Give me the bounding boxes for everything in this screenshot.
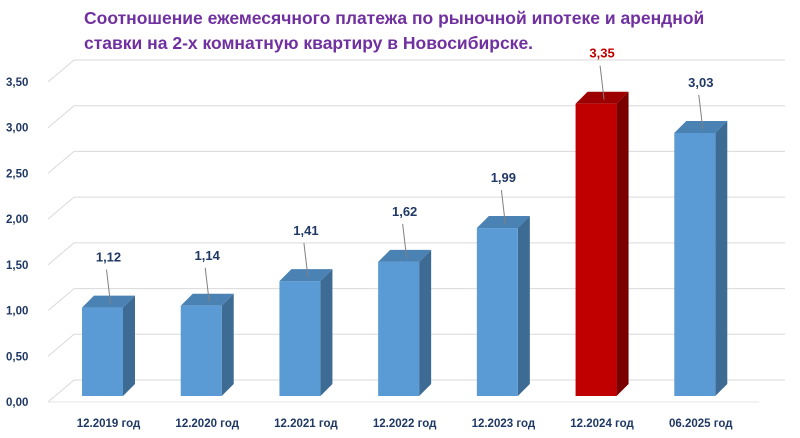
y-tick-label: 2,00 bbox=[6, 214, 28, 226]
gridline-diagonal bbox=[47, 379, 75, 403]
bar-side bbox=[123, 295, 135, 396]
x-tick-label: 06.2025 год bbox=[669, 418, 733, 430]
gridline-diagonal bbox=[47, 333, 75, 357]
gridline-diagonal bbox=[47, 288, 75, 311]
data-label: 3,35 bbox=[589, 46, 614, 61]
data-label: 1,12 bbox=[96, 250, 121, 265]
x-tick-label: 12.2023 год bbox=[472, 418, 536, 430]
bar bbox=[674, 132, 716, 396]
x-tick-label: 12.2022 год bbox=[373, 418, 437, 430]
bar bbox=[378, 261, 420, 396]
data-label: 1,41 bbox=[293, 223, 318, 238]
x-tick-label: 12.2021 год bbox=[274, 418, 338, 430]
x-tick-label: 12.2024 год bbox=[570, 418, 634, 430]
bar-top bbox=[476, 216, 530, 229]
gridline-diagonal bbox=[47, 242, 75, 266]
data-label: 1,62 bbox=[392, 204, 417, 219]
chart-title: Соотношение ежемесячного платежа по рыно… bbox=[84, 8, 705, 53]
label-leader bbox=[204, 267, 210, 302]
bar-top bbox=[180, 293, 234, 306]
x-tick-label: 12.2020 год bbox=[175, 418, 239, 430]
data-label: 3,03 bbox=[688, 75, 713, 90]
y-tick-label: 1,00 bbox=[6, 306, 28, 318]
label-leader bbox=[106, 269, 111, 304]
y-tick-label: 3,50 bbox=[6, 77, 28, 89]
data-label: 1,99 bbox=[491, 170, 516, 185]
bar-side bbox=[715, 120, 728, 396]
bar bbox=[279, 281, 321, 396]
label-leader bbox=[698, 94, 704, 130]
bar-top bbox=[674, 120, 728, 133]
bar-top bbox=[575, 91, 629, 104]
y-tick-label: 0,00 bbox=[6, 397, 28, 409]
y-tick-label: 3,00 bbox=[6, 123, 28, 135]
gridline-diagonal bbox=[47, 105, 75, 129]
bar-side bbox=[517, 216, 530, 396]
gridline-diagonal bbox=[47, 196, 75, 220]
y-tick-label: 0,50 bbox=[6, 351, 28, 363]
bar bbox=[476, 228, 518, 396]
bar-side bbox=[616, 91, 629, 396]
gridline-diagonal bbox=[47, 151, 75, 174]
gridline-diagonal bbox=[47, 59, 75, 83]
bar-side bbox=[419, 249, 432, 396]
bar bbox=[575, 103, 617, 396]
bar-side bbox=[320, 269, 333, 396]
label-leader bbox=[599, 65, 605, 100]
label-leader bbox=[500, 189, 506, 225]
bar bbox=[180, 305, 222, 396]
x-tick-label: 12.2019 год bbox=[77, 418, 141, 430]
y-tick-label: 1,50 bbox=[6, 260, 28, 272]
bar-top bbox=[279, 269, 333, 282]
y-tick-label: 2,50 bbox=[6, 168, 28, 180]
bar bbox=[82, 307, 123, 396]
bar-side bbox=[221, 293, 234, 396]
label-leader bbox=[402, 223, 408, 258]
data-label: 1,14 bbox=[195, 248, 221, 263]
bar-top bbox=[82, 295, 135, 308]
label-leader bbox=[303, 243, 309, 278]
bar-top bbox=[378, 249, 432, 262]
